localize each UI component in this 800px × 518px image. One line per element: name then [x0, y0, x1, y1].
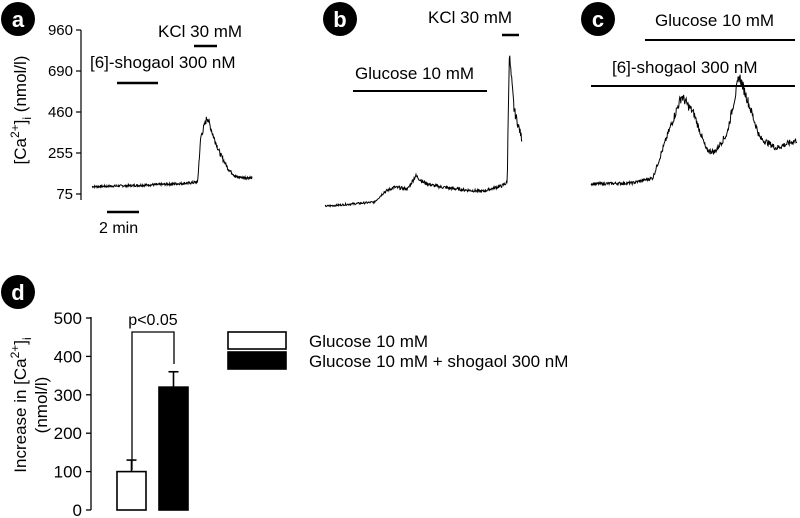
panel-b-trace	[324, 55, 523, 208]
panel-b-glucose-label: Glucose 10 mM	[355, 64, 474, 83]
legend-label: Glucose 10 mM + shogaol 300 nM	[309, 352, 568, 371]
panel-a-ytick: 960	[48, 22, 81, 39]
panel-a-scale-label: 2 min	[99, 220, 138, 237]
panel-b-kcl-label: KCl 30 mM	[428, 8, 512, 27]
panel-a-badge	[1, 2, 35, 36]
panel-d-ytick-label: 100	[54, 463, 82, 482]
panel-c-glucose-label: Glucose 10 mM	[655, 11, 774, 30]
panel-a-kcl-label: KCl 30 mM	[158, 22, 242, 41]
panel-a-ytick-label: 690	[48, 63, 73, 80]
panel-a-trace	[91, 116, 253, 190]
panel-d-ytick-label: 400	[54, 347, 82, 366]
panel-a: a [Ca2+]i (nmol/l) 960 690 460 255 75 KC…	[1, 2, 253, 237]
legend-swatch	[227, 351, 287, 370]
legend-label: Glucose 10 mM	[309, 332, 428, 351]
panel-c-trace	[590, 74, 798, 187]
panel-d-label: d	[11, 280, 24, 305]
panel-d-ytick-label: 0	[73, 501, 82, 518]
panel-a-ytick: 75	[56, 186, 81, 203]
panel-d-ytick-label: 300	[54, 386, 82, 405]
panel-d-bars	[116, 370, 189, 511]
panel-a-ytick-label: 960	[48, 22, 73, 39]
panel-b-badge	[323, 2, 357, 36]
panel-a-label: a	[12, 7, 25, 32]
panel-a-shogaol-label: [6]-shogaol 300 nM	[90, 53, 236, 72]
bar	[116, 470, 147, 511]
panel-a-ytick-label: 460	[48, 104, 73, 121]
panel-d-ylabel-line2: (nmol/l)	[32, 377, 51, 434]
panel-d-badge	[1, 275, 35, 309]
panel-d-yaxis: 0 100 200 300 400 500	[54, 309, 92, 518]
panel-b-label: b	[333, 7, 346, 32]
panel-a-ytick: 690	[48, 63, 81, 80]
panel-a-ylabel: [Ca2+]i (nmol/l)	[8, 56, 34, 165]
panel-a-ytick: 255	[48, 145, 81, 162]
panel-b: b KCl 30 mM Glucose 10 mM	[323, 2, 523, 208]
panel-c-label: c	[592, 7, 604, 32]
panel-c: c Glucose 10 mM [6]-shogaol 300 nM	[581, 2, 798, 187]
panel-a-ytick-label: 255	[48, 145, 73, 162]
significance-bracket: p<0.05	[128, 312, 178, 470]
significance-label: p<0.05	[128, 312, 177, 329]
panel-a-ytick: 460	[48, 104, 81, 121]
panel-c-badge	[581, 2, 615, 36]
panel-d-ylabel: Increase in [Ca2+]i (nmol/l)	[8, 337, 51, 472]
panel-d-ytick-label: 200	[54, 424, 82, 443]
legend-swatch	[227, 331, 287, 350]
panel-d-ytick-label: 500	[54, 309, 82, 328]
panel-c-shogaol-label: [6]-shogaol 300 nM	[612, 58, 758, 77]
panel-d-ylabel-line1: Increase in [Ca2+]i	[8, 337, 34, 472]
panel-a-ytick-label: 75	[56, 186, 73, 203]
bar	[158, 386, 189, 511]
panel-d: d Increase in [Ca2+]i (nmol/l) 0 100 200 30…	[1, 275, 568, 518]
